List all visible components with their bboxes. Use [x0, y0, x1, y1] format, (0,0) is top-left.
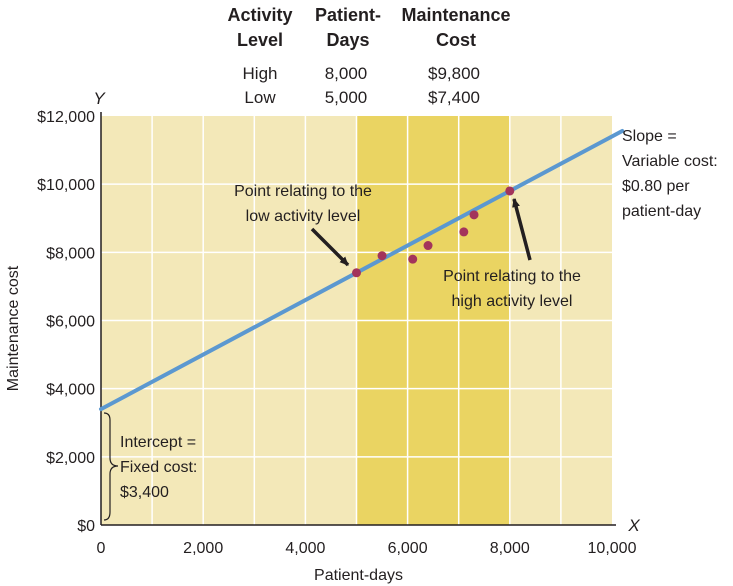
y-tick-label: $4,000	[46, 382, 95, 399]
x-tick-label: 4,000	[285, 540, 325, 557]
tick-labels: 0 2,000 4,000 6,000 8,000 10,000 $0 $2,000 $4,00…	[37, 109, 636, 557]
slope-line-4: patient-day	[622, 203, 701, 220]
data-table: Activity Level Patient- Days Maintenance…	[227, 5, 510, 107]
axes	[100, 112, 616, 526]
y-tick-label: $8,000	[46, 245, 95, 262]
table-row-high-days: 8,000	[325, 64, 368, 83]
table-header-activity-2: Level	[237, 30, 283, 50]
x-axis-title: Patient-days	[314, 567, 403, 584]
data-points	[352, 186, 515, 278]
x-tick-label: 6,000	[388, 540, 428, 557]
y-tick-label: $12,000	[37, 109, 95, 126]
table-header-days-1: Patient-	[315, 5, 381, 25]
grid-lines	[101, 116, 612, 525]
intercept-line-1: Intercept =	[120, 434, 196, 451]
slope-line-3: $0.80 per	[622, 178, 690, 195]
high-point-arrow	[512, 198, 532, 261]
slope-line-2: Variable cost:	[622, 153, 718, 170]
table-header-days-2: Days	[326, 30, 369, 50]
intercept-brace	[103, 412, 119, 521]
y-tick-label: $2,000	[46, 450, 95, 467]
data-point	[377, 251, 387, 261]
slope-annotation: Slope = Variable cost: $0.80 per patient…	[622, 128, 718, 220]
table-row-low-cost: $7,400	[428, 88, 480, 107]
intercept-line-3: $3,400	[120, 484, 169, 501]
data-point	[505, 186, 515, 196]
y-tick-label: $10,000	[37, 177, 95, 194]
x-tick-label: 0	[97, 540, 106, 557]
y-tick-label: $6,000	[46, 314, 95, 331]
x-tick-label: 2,000	[183, 540, 223, 557]
table-row-high-cost: $9,800	[428, 64, 480, 83]
intercept-line-2: Fixed cost:	[120, 459, 197, 476]
low-point-line-1: Point relating to the	[234, 183, 372, 200]
x-axis-letter: X	[627, 516, 640, 535]
x-tick-label: 8,000	[490, 540, 530, 557]
table-row-low-level: Low	[244, 88, 276, 107]
high-point-annotation: Point relating to the high activity leve…	[443, 198, 581, 310]
intercept-annotation: Intercept = Fixed cost: $3,400	[103, 412, 197, 521]
high-point-line-1: Point relating to the	[443, 268, 581, 285]
data-point	[408, 254, 418, 264]
data-point	[469, 210, 479, 220]
data-point	[352, 268, 361, 278]
y-axis-title: Maintenance cost	[5, 265, 22, 391]
x-tick-label: 10,000	[588, 540, 637, 557]
low-point-line-2: low activity level	[246, 208, 361, 225]
table-header-activity-1: Activity	[227, 5, 292, 25]
y-tick-label: $0	[77, 518, 95, 535]
low-point-annotation: Point relating to the low activity level	[234, 183, 372, 267]
table-header-cost-1: Maintenance	[401, 5, 510, 25]
high-point-line-2: high activity level	[452, 293, 573, 310]
data-point	[423, 241, 433, 251]
cost-line	[99, 128, 625, 412]
low-point-arrow	[310, 227, 350, 267]
table-row-low-days: 5,000	[325, 88, 368, 107]
table-row-high-level: High	[243, 64, 278, 83]
table-header-cost-2: Cost	[436, 30, 476, 50]
slope-line-1: Slope =	[622, 128, 677, 145]
y-axis-letter: Y	[93, 89, 106, 108]
data-point	[459, 227, 469, 237]
